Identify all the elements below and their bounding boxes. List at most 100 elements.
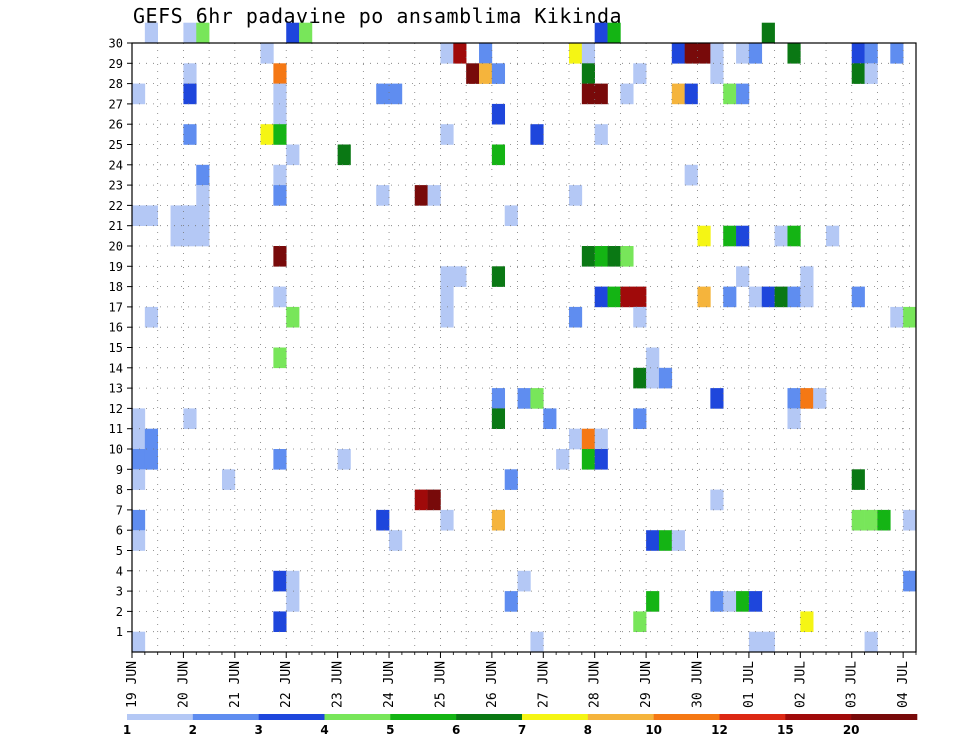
heatmap-cell xyxy=(132,205,146,226)
y-tick-label: 16 xyxy=(109,321,123,335)
heatmap-cell xyxy=(813,388,827,409)
heatmap-cell xyxy=(376,83,390,105)
heatmap-cell xyxy=(504,469,518,490)
heatmap-cell xyxy=(543,408,557,429)
heatmap-cell xyxy=(633,611,647,632)
heatmap-cell xyxy=(170,225,184,247)
heatmap-cell xyxy=(196,225,210,247)
heatmap-cell xyxy=(132,449,146,470)
heatmap-cell xyxy=(594,428,608,450)
heatmap-cell xyxy=(684,83,698,105)
heatmap-cell xyxy=(748,591,763,612)
x-tick-label: 24 JUN xyxy=(382,661,397,708)
y-tick-label: 28 xyxy=(109,77,123,91)
heatmap-cell xyxy=(774,286,788,308)
heatmap-cell xyxy=(620,246,634,267)
heatmap-cell xyxy=(440,43,454,64)
heatmap-cell xyxy=(273,103,287,125)
heatmap-cell xyxy=(453,266,467,287)
x-tick-label: 30 JUN xyxy=(691,661,706,708)
heatmap-cell xyxy=(890,306,904,328)
heatmap-cell xyxy=(633,63,647,84)
heatmap-cell xyxy=(491,103,506,125)
heatmap-cell xyxy=(299,22,313,44)
heatmap-cell xyxy=(594,449,608,470)
heatmap-cell xyxy=(144,22,158,44)
y-tick-label: 27 xyxy=(109,97,123,111)
y-tick-label: 26 xyxy=(109,118,123,132)
colorbar-swatch xyxy=(851,714,918,720)
heatmap-cell xyxy=(736,266,750,287)
heatmap-cell xyxy=(479,63,493,84)
x-tick-label: 23 JUN xyxy=(331,661,346,708)
y-tick-label: 6 xyxy=(116,524,123,538)
heatmap-cell xyxy=(723,286,737,308)
colorbar-swatch xyxy=(587,714,654,720)
heatmap-cell xyxy=(761,286,775,308)
heatmap-cell xyxy=(800,266,814,287)
heatmap-cell xyxy=(273,63,287,84)
x-tick-label: 02 JUL xyxy=(793,661,808,708)
heatmap-cell xyxy=(903,570,917,592)
heatmap-cell xyxy=(183,225,197,247)
heatmap-cell xyxy=(787,286,801,308)
heatmap-cell xyxy=(196,22,210,44)
heatmap-cell xyxy=(710,591,724,612)
y-tick-label: 25 xyxy=(109,138,123,152)
heatmap-cell xyxy=(183,205,197,226)
heatmap-cell xyxy=(196,185,210,206)
x-tick-label: 27 JUN xyxy=(536,661,551,708)
heatmap-cell xyxy=(633,306,647,328)
x-tick-label: 21 JUN xyxy=(228,661,243,708)
x-tick-label: 03 JUL xyxy=(845,661,860,708)
y-tick-label: 23 xyxy=(109,179,123,193)
x-tick-label: 25 JUN xyxy=(433,661,448,708)
heatmap-cell xyxy=(568,428,583,450)
colorbar-swatch xyxy=(258,714,325,720)
heatmap-cell xyxy=(440,266,454,287)
heatmap-cell xyxy=(736,591,750,612)
heatmap-cell xyxy=(273,449,287,470)
heatmap-cell xyxy=(144,306,158,328)
heatmap-cell xyxy=(427,185,441,206)
heatmap-cell xyxy=(491,408,506,429)
heatmap-cell xyxy=(260,43,274,64)
x-tick-label: 19 JUN xyxy=(125,661,140,708)
heatmap-cell xyxy=(736,225,750,247)
heatmap-cell xyxy=(697,43,711,64)
heatmap-cell xyxy=(286,22,300,44)
y-axis: 1234567891011121314151617181920212223242… xyxy=(109,37,132,639)
heatmap-cell xyxy=(132,469,146,490)
y-tick-label: 10 xyxy=(109,443,123,457)
heatmap-cell xyxy=(183,63,197,84)
heatmap-cell xyxy=(132,428,146,450)
heatmap-cell xyxy=(684,164,698,186)
heatmap-cell xyxy=(491,144,506,166)
heatmap-cell xyxy=(723,225,737,247)
heatmap-cell xyxy=(273,347,287,369)
heatmap-cell xyxy=(787,43,801,64)
colorbar-swatch xyxy=(785,714,852,720)
y-tick-label: 19 xyxy=(109,260,123,274)
heatmap-cell xyxy=(581,449,595,470)
colorbar-label: 5 xyxy=(386,723,394,737)
colorbar-label: 7 xyxy=(518,723,526,737)
chart-title: GEFS 6hr padavine po ansamblima Kikinda xyxy=(133,4,623,28)
heatmap-cell xyxy=(748,43,763,64)
colorbar-swatch xyxy=(719,714,786,720)
heatmap-cell xyxy=(144,428,158,450)
colorbar-legend: 1 2 3 4 5 6 7 8 10 12 15 20 xyxy=(123,714,918,737)
heatmap-cell xyxy=(646,591,660,612)
heatmap-cell xyxy=(286,306,300,328)
heatmap-cell xyxy=(864,631,878,653)
heatmap-cell xyxy=(568,306,583,328)
colorbar-swatch xyxy=(390,714,457,720)
heatmap-cell xyxy=(273,83,287,105)
heatmap-cell xyxy=(196,205,210,226)
heatmap-cell xyxy=(530,124,544,145)
x-tick-label: 22 JUN xyxy=(279,661,294,708)
heatmap-cell xyxy=(144,449,158,470)
x-tick-label: 26 JUN xyxy=(485,661,500,708)
heatmap-cell xyxy=(723,83,737,105)
